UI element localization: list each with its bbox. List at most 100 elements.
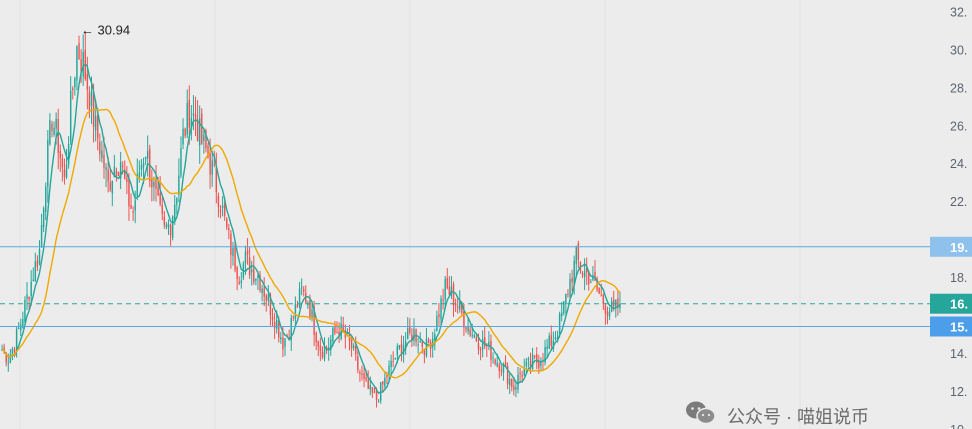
candle [563, 301, 565, 316]
candle [228, 223, 230, 240]
candle [321, 346, 324, 360]
candle [132, 206, 134, 221]
candle [192, 95, 195, 131]
candle [355, 336, 357, 361]
candle [361, 365, 363, 381]
y-tick-label: 10. [950, 423, 967, 429]
y-tick-label: 30. [950, 43, 967, 57]
candle [151, 169, 153, 202]
candle [153, 176, 155, 201]
candle [63, 158, 66, 185]
candle [402, 335, 405, 363]
candle [140, 158, 143, 177]
candle [519, 367, 521, 383]
candle [500, 365, 503, 377]
candle [504, 355, 507, 367]
candle [425, 328, 428, 358]
candle [384, 371, 386, 389]
grid-layer [19, 0, 801, 429]
candle [155, 164, 157, 202]
candle [211, 150, 213, 187]
candle [240, 271, 243, 289]
candle [483, 326, 486, 350]
candle [144, 156, 147, 165]
price-badge [930, 236, 972, 257]
candle [128, 172, 130, 221]
wechat-icon [686, 401, 716, 425]
candle [338, 322, 340, 343]
candle [263, 277, 265, 307]
candle [32, 267, 34, 282]
candle [236, 265, 238, 291]
candle [171, 215, 174, 241]
y-tick-label: 12. [950, 385, 967, 399]
candle [217, 192, 220, 218]
candle [536, 347, 538, 370]
candle [69, 76, 72, 145]
candle [371, 387, 374, 398]
candle [290, 314, 292, 351]
candle [452, 281, 455, 317]
candle [531, 347, 534, 371]
candle [17, 322, 20, 330]
candle [24, 296, 26, 327]
candle [76, 45, 78, 91]
candle [585, 257, 588, 286]
candle [101, 140, 103, 163]
price-badge-label: 19. [950, 240, 968, 255]
candle [608, 307, 611, 321]
candle [94, 99, 97, 142]
candle [136, 158, 139, 201]
candle [3, 343, 5, 354]
candle [250, 260, 253, 286]
candle [238, 276, 240, 286]
candle [367, 370, 369, 390]
candle [506, 362, 509, 390]
candle [542, 352, 544, 372]
candle [51, 120, 53, 138]
candle [296, 300, 299, 308]
horizontal-line: 19. [0, 236, 972, 257]
candle [488, 331, 490, 351]
candle [84, 32, 86, 81]
candle [230, 230, 232, 269]
candle [232, 241, 234, 266]
candle [22, 311, 24, 329]
candle [527, 356, 530, 368]
candle [554, 330, 557, 341]
candle [498, 362, 501, 379]
candle [184, 127, 186, 139]
candle [560, 301, 563, 322]
candle [146, 135, 149, 177]
candle [226, 217, 228, 231]
candle [577, 240, 580, 269]
candle [481, 330, 484, 358]
candle [446, 268, 449, 290]
candle [78, 35, 80, 60]
candle [88, 86, 91, 119]
candle [610, 297, 613, 313]
candle [334, 321, 336, 336]
candle [61, 153, 64, 182]
candle [253, 255, 255, 285]
candle [513, 376, 515, 396]
candle [575, 245, 577, 277]
candle [473, 333, 476, 339]
candle [42, 206, 45, 233]
horizontal-line-layer: 19. 15. 16. [0, 236, 972, 337]
candle [598, 287, 600, 295]
candle [74, 76, 76, 96]
candle [448, 276, 451, 297]
price-badge [930, 316, 972, 337]
candle [248, 246, 251, 279]
candle [190, 105, 193, 141]
price-badge-label: 16. [950, 297, 968, 312]
candle [319, 337, 322, 361]
candle [109, 167, 111, 192]
candle [105, 162, 107, 187]
candle [336, 321, 338, 334]
candle [302, 285, 305, 297]
candle [332, 326, 334, 347]
candle [492, 352, 494, 364]
candle [581, 271, 584, 279]
